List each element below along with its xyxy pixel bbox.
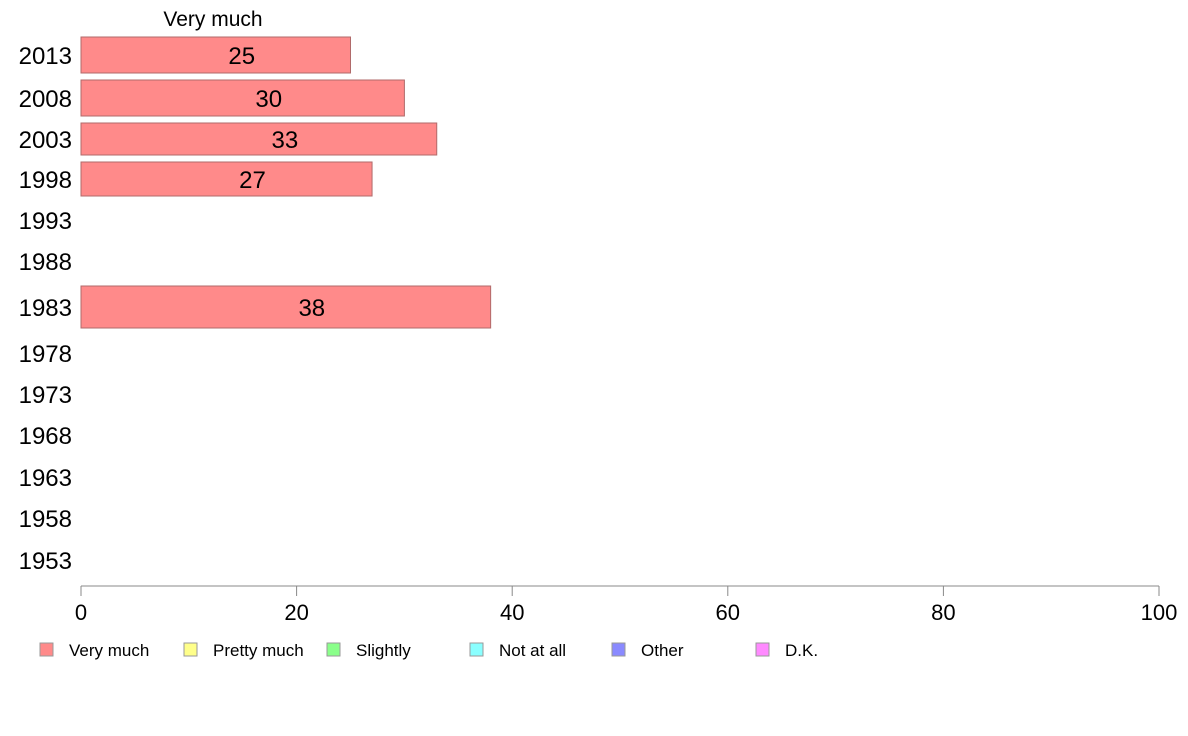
- bar: [80, 79, 405, 117]
- year-label: 2013: [19, 43, 72, 70]
- year-label: 1993: [19, 208, 72, 235]
- legend-swatch: [611, 642, 626, 657]
- year-label: 1988: [19, 249, 72, 276]
- legend-label: Not at all: [499, 641, 566, 660]
- year-label: 1958: [19, 506, 72, 533]
- bar-value-label: 27: [239, 167, 266, 194]
- legend-swatch: [755, 642, 770, 657]
- bar-value-label: 25: [228, 43, 255, 70]
- year-label: 2003: [19, 127, 72, 154]
- year-label: 1973: [19, 382, 72, 409]
- legend-label: Other: [641, 641, 684, 660]
- year-label: 1978: [19, 341, 72, 368]
- bar-value-label: 38: [298, 295, 325, 322]
- bar: [80, 161, 373, 197]
- legend-swatch: [39, 642, 54, 657]
- bar-value-label: 30: [255, 86, 282, 113]
- legend: Very much Pretty much Slightly Not at all Ot…: [39, 641, 818, 660]
- column-title: Very much: [163, 8, 262, 31]
- legend-label: Very much: [69, 641, 149, 660]
- x-tick-label: 80: [931, 600, 955, 625]
- x-tick-label: 20: [284, 600, 308, 625]
- bar-value-label: 33: [272, 127, 299, 154]
- x-tick-label: 60: [716, 600, 740, 625]
- x-tick-label: 100: [1141, 600, 1178, 625]
- year-labels-group: 2013 2008 2003 1998 1993 1988 1983 1978 1973 1968…: [19, 43, 72, 575]
- year-label: 1963: [19, 465, 72, 492]
- legend-label: Pretty much: [213, 641, 304, 660]
- legend-swatch: [469, 642, 484, 657]
- legend-swatch: [183, 642, 198, 657]
- bar: [80, 36, 351, 74]
- x-tick-label: 40: [500, 600, 524, 625]
- legend-swatch: [326, 642, 341, 657]
- legend-label: D.K.: [785, 641, 818, 660]
- year-label: 1998: [19, 167, 72, 194]
- year-label: 2008: [19, 86, 72, 113]
- year-label: 1953: [19, 548, 72, 575]
- year-label: 1968: [19, 423, 72, 450]
- year-label: 1983: [19, 295, 72, 322]
- legend-label: Slightly: [356, 641, 411, 660]
- x-tick-label: 0: [75, 600, 87, 625]
- bar: [80, 285, 492, 329]
- x-axis: 0 20 40 60 80 100: [75, 585, 1178, 625]
- bar: [80, 122, 438, 156]
